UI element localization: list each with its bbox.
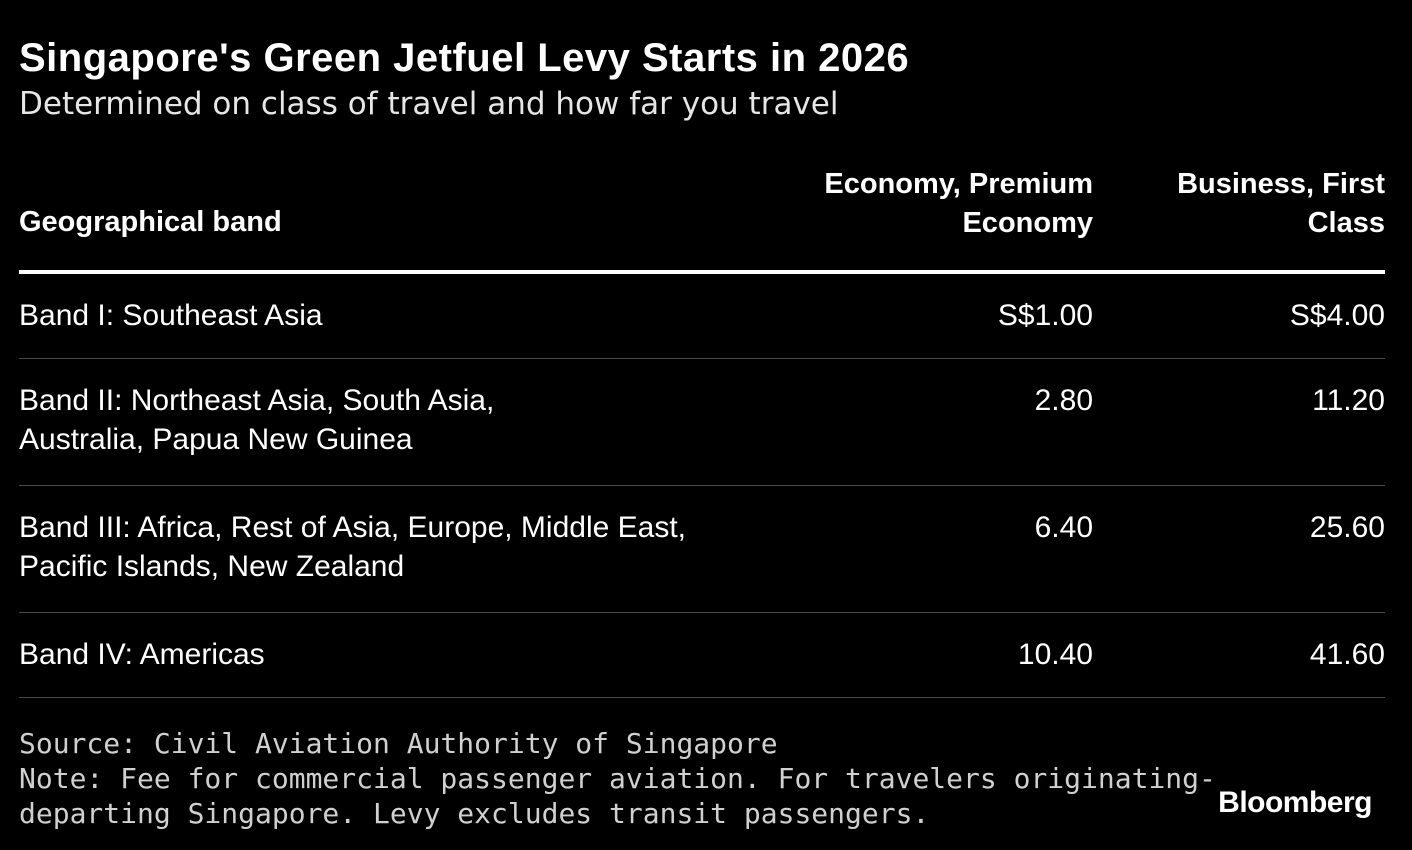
table-row: Band I: Southeast Asia S$1.00 S$4.00 <box>19 274 1385 359</box>
business-cell: 11.20 <box>1312 384 1385 417</box>
economy-cell: 6.40 <box>1034 511 1093 544</box>
levy-table: Geographical band Economy, Premium Econo… <box>19 160 1385 698</box>
header-business-line2: Class <box>1307 207 1385 239</box>
band-cell: Band II: Northeast Asia, South Asia, Aus… <box>19 384 495 456</box>
header-economy-line2: Economy <box>962 207 1093 239</box>
business-cell: S$4.00 <box>1289 299 1385 332</box>
band-cell: Band III: Africa, Rest of Asia, Europe, … <box>19 511 687 583</box>
header-geographical-band: Geographical band <box>19 206 282 238</box>
economy-cell: 10.40 <box>1017 638 1093 671</box>
band-cell: Band IV: Americas <box>19 638 265 671</box>
table-row: Band IV: Americas 10.40 41.60 <box>19 613 1385 698</box>
table-row: Band II: Northeast Asia, South Asia, Aus… <box>19 359 1385 486</box>
header-business: Business, First Class <box>1177 165 1385 243</box>
table-row: Band III: Africa, Rest of Asia, Europe, … <box>19 486 1385 613</box>
bloomberg-logo: Bloomberg <box>1218 786 1372 819</box>
header-economy: Economy, Premium Economy <box>824 165 1093 243</box>
source-note: Source: Civil Aviation Authority of Sing… <box>19 726 1216 831</box>
business-cell: 25.60 <box>1309 511 1385 544</box>
economy-cell: S$1.00 <box>997 299 1093 332</box>
page-title: Singapore's Green Jetfuel Levy Starts in… <box>19 36 910 80</box>
header-economy-line1: Economy, Premium <box>824 168 1093 200</box>
economy-cell: 2.80 <box>1034 384 1093 417</box>
source-line: Source: Civil Aviation Authority of Sing… <box>19 727 778 760</box>
business-cell: 41.60 <box>1309 638 1385 671</box>
band-cell: Band I: Southeast Asia <box>19 299 323 332</box>
note-line-2: departing Singapore. Levy excludes trans… <box>19 797 930 830</box>
table-header: Geographical band Economy, Premium Econo… <box>19 160 1385 274</box>
page-subtitle: Determined on class of travel and how fa… <box>19 86 839 122</box>
note-line-1: Note: Fee for commercial passenger aviat… <box>19 762 1216 795</box>
header-business-line1: Business, First <box>1177 168 1385 200</box>
